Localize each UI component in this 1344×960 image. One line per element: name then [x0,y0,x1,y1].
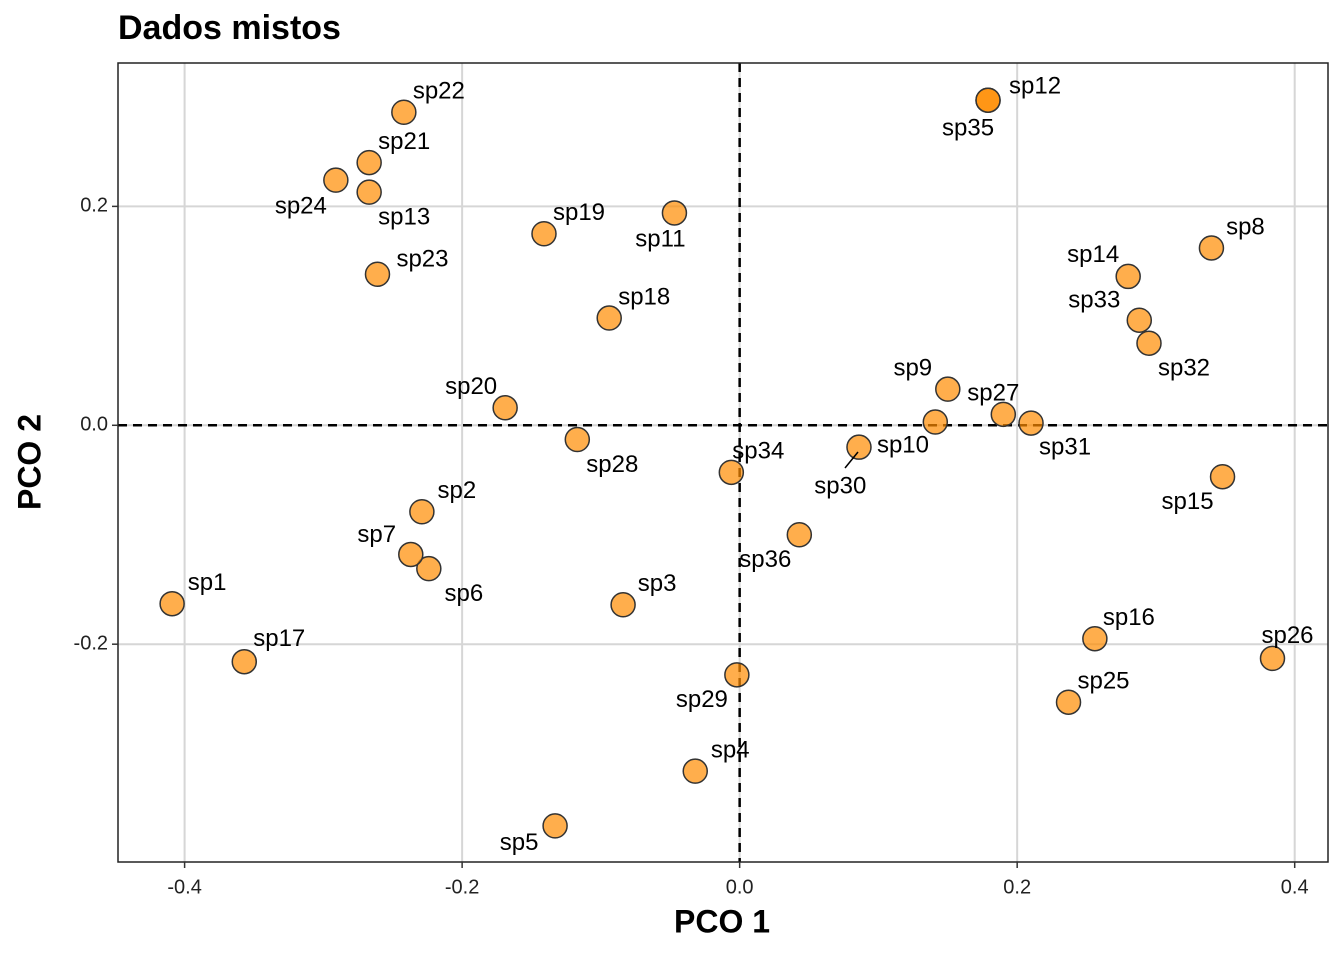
point [1136,330,1162,356]
point [1055,689,1082,715]
point [323,167,349,193]
point-label: sp11 [635,225,685,252]
point [391,99,417,126]
point-label: sp7 [357,521,396,548]
point-label: sp14 [1067,241,1119,268]
point-label: sp36 [739,546,791,573]
point-label: sp31 [1039,433,1091,460]
point-label: sp33 [1068,287,1120,314]
point [661,200,688,226]
point-label: sp30 [814,472,866,499]
point-label: sp6 [444,580,483,607]
point-label: sp3 [638,570,677,597]
point-label: sp35 [942,115,994,142]
point-label: sp1 [188,569,227,596]
point [356,179,382,205]
point [1018,410,1044,436]
point-label: sp22 [413,78,465,105]
point [398,541,424,568]
point-label: sp17 [253,625,305,652]
y-axis-label: PCO 2 [11,414,47,510]
point-label: sp13 [378,203,430,230]
y-tick-label: -0.2 [74,632,108,654]
point-label: sp23 [396,246,448,273]
point-label: sp29 [676,686,728,713]
point [542,813,568,839]
point [1209,463,1236,490]
point-label: sp15 [1162,488,1214,515]
point [564,426,591,453]
point-label: sp16 [1103,604,1155,631]
point [990,401,1017,428]
point [935,376,961,402]
point-label: sp24 [275,192,327,219]
y-tick-label: 0.2 [80,195,108,217]
point-label: sp19 [553,199,605,226]
point [1198,235,1225,261]
x-tick-label: 0.4 [1281,876,1309,898]
point [356,149,382,176]
point [846,434,872,460]
point-label: sp9 [893,355,932,382]
y-tick-label: 0.0 [80,414,108,436]
x-axis-label: PCO 1 [674,903,770,939]
point-label: sp32 [1158,355,1210,382]
point-label: sp8 [1226,213,1265,240]
x-tick-label: 0.0 [726,876,754,898]
point-label: sp28 [586,451,638,478]
point [596,305,622,331]
point [231,648,258,675]
point [1115,263,1141,290]
point [416,555,442,582]
point [364,261,391,287]
point-label: sp2 [438,477,477,504]
point-label: sp20 [445,373,497,400]
point-label: sp12 [1009,73,1061,100]
x-tick-label: -0.2 [445,876,479,898]
point [718,459,745,486]
x-tick-label: -0.4 [167,876,201,898]
point-label: sp10 [877,432,929,459]
point-label: sp26 [1261,622,1313,649]
leader-line [844,451,859,469]
point-label: sp4 [711,736,750,763]
points: sp1 sp2 sp3 sp4 sp5 sp6 sp7 sp8 sp9 sp10 sp11 sp12 s… [159,73,1314,856]
point-label: sp5 [500,829,539,856]
point [682,758,708,784]
point [531,220,557,247]
point-label: sp25 [1077,668,1129,695]
point [159,590,185,617]
grid [118,63,1328,862]
point [409,499,435,525]
point-label: sp18 [618,283,670,310]
point [1082,625,1108,652]
x-tick-label: 0.2 [1003,876,1031,898]
point [492,395,518,421]
point [975,87,1001,113]
point [610,592,636,618]
plot-border [117,62,1329,863]
point [786,521,813,548]
chart-title: Dados mistos [118,9,341,47]
point [1126,307,1153,333]
point-label: sp21 [378,128,430,155]
point [724,662,750,688]
point-label: sp34 [732,438,784,465]
point-label: sp27 [967,380,1019,407]
point [922,409,949,435]
point [1259,645,1286,672]
